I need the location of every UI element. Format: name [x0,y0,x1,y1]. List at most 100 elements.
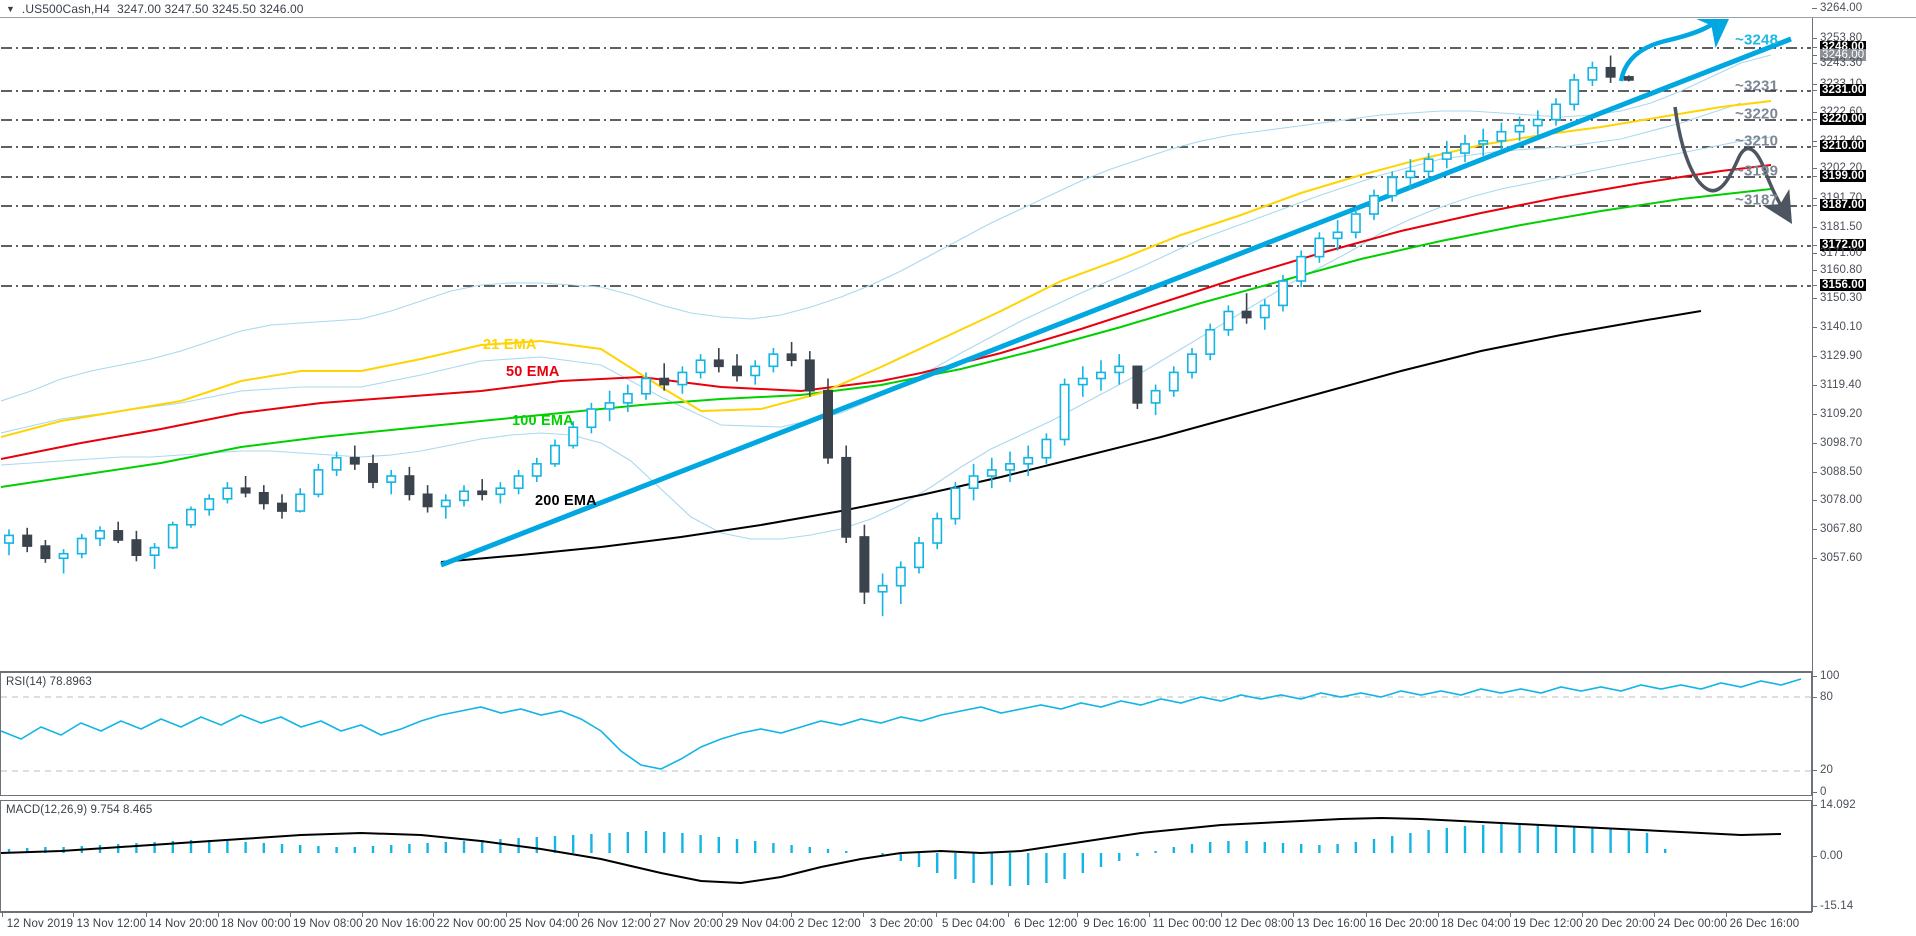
axis-tick [1812,38,1817,39]
price-level-label: ~3210 [1735,132,1779,150]
axis-tick [1812,906,1817,907]
candle-body [22,534,33,547]
candle-body [750,365,761,377]
candle-body [768,353,779,368]
rsi-plot-area[interactable] [1,673,1811,795]
macd-caption: MACD(12,26,9) 9.754 8.465 [6,804,153,816]
rsi-pane[interactable] [0,672,1812,796]
axis-tick [1812,529,1817,530]
time-tick [1,912,3,917]
candle-body [276,502,287,512]
price-axis[interactable]: 3264.003253.803248.003246.003243.303233.… [1812,0,1916,936]
time-tick-label: 9 Dec 16:00 [1083,918,1147,930]
macd-pane[interactable] [0,800,1812,912]
time-tick-label: 18 Nov 00:00 [220,918,291,930]
price-level-label: ~3199 [1735,162,1779,180]
axis-tick [1812,141,1817,142]
candle-body [1023,456,1034,465]
time-tick-label: 5 Dec 04:00 [942,918,1006,930]
candle-body [1551,103,1562,121]
axis-tick [1812,47,1817,48]
candle-body [877,584,888,593]
axis-tick [1812,270,1817,271]
candle-body [3,534,14,544]
ema-100-label: 100 EMA [512,413,574,429]
rsi-line [1,678,1802,770]
axis-tick-label: 3078.00 [1820,494,1863,506]
price-plot-area[interactable] [1,19,1811,671]
axis-tick [1812,472,1817,473]
candle-body [404,475,415,496]
level-price-label: 3199.00 [1820,170,1867,182]
time-tick [1293,912,1295,917]
candle-body [1059,383,1070,441]
candle-body [149,546,160,557]
candle-body [1478,140,1489,145]
candle-body [1278,280,1289,307]
level-price-label: 3231.00 [1820,84,1867,96]
axis-tick [1812,245,1817,246]
candle-body [422,493,433,508]
candlestick-series [3,55,1634,617]
time-tick [1726,912,1728,917]
time-tick-label: 13 Nov 12:00 [76,918,147,930]
candle-body [1132,365,1143,404]
time-tick [1437,912,1439,917]
level-price-label: 3187.00 [1820,199,1867,211]
macd-plot-area[interactable] [1,801,1811,911]
axis-tick-label: -15.14 [1820,900,1854,912]
candle-body [1423,158,1434,173]
axis-tick-label: 0.00 [1820,850,1843,862]
ema-21-line [1,100,1772,438]
candle-body [1259,304,1270,319]
candle-body [895,566,906,587]
candle-body [841,456,852,538]
header-divider [0,17,1916,18]
candle-body [604,402,615,410]
level-price-label: 3210.00 [1820,140,1867,152]
candle-body [513,475,524,489]
candle-body [659,377,670,386]
candle-body [1314,237,1325,258]
axis-line [1812,18,1813,912]
ohlc-values: 3247.00 3247.50 3245.50 3246.00 [116,2,304,16]
axis-tick [1812,356,1817,357]
axis-tick [1812,205,1817,206]
chevron-down-icon[interactable]: ▼ [6,3,15,14]
price-level-label: ~3220 [1735,105,1779,123]
axis-tick [1812,414,1817,415]
axis-tick [1812,327,1817,328]
time-tick [1654,912,1656,917]
candle-body [386,475,397,483]
time-tick-label: 14 Nov 20:00 [148,918,219,930]
current-price-label: 3246.00 [1820,49,1867,61]
candle-body [1205,328,1216,355]
axis-tick [1812,119,1817,120]
price-level-label: ~3248 [1735,31,1779,49]
time-tick [73,912,75,917]
candle-body [40,545,51,560]
candle-body [313,469,324,496]
time-axis[interactable]: 12 Nov 2019 13 Nov 12:00 14 Nov 20:00 18 No… [0,912,1812,936]
candle-body [1587,66,1598,81]
time-tick-label: 6 Dec 12:00 [1014,918,1078,930]
axis-tick-label: 3264.00 [1820,2,1863,14]
axis-tick [1812,443,1817,444]
time-tick-label: 22 Nov 00:00 [436,918,507,930]
candle-body [568,426,579,447]
candle-body [968,475,979,489]
candle-body [950,487,961,520]
time-tick [217,912,219,917]
candle-body [1623,76,1634,81]
candle-body [695,359,706,374]
level-price-label: 3172.00 [1820,239,1867,251]
axis-tick-label: 3160.80 [1820,264,1863,276]
ema-200-label: 200 EMA [535,493,597,509]
ema-50-line [1,164,1772,460]
time-tick-label: 2 Dec 12:00 [797,918,861,930]
time-tick-label: 20 Nov 16:00 [365,918,435,930]
axis-tick-label: 3129.90 [1820,350,1863,362]
time-tick [1365,912,1367,917]
candle-body [1514,124,1525,133]
